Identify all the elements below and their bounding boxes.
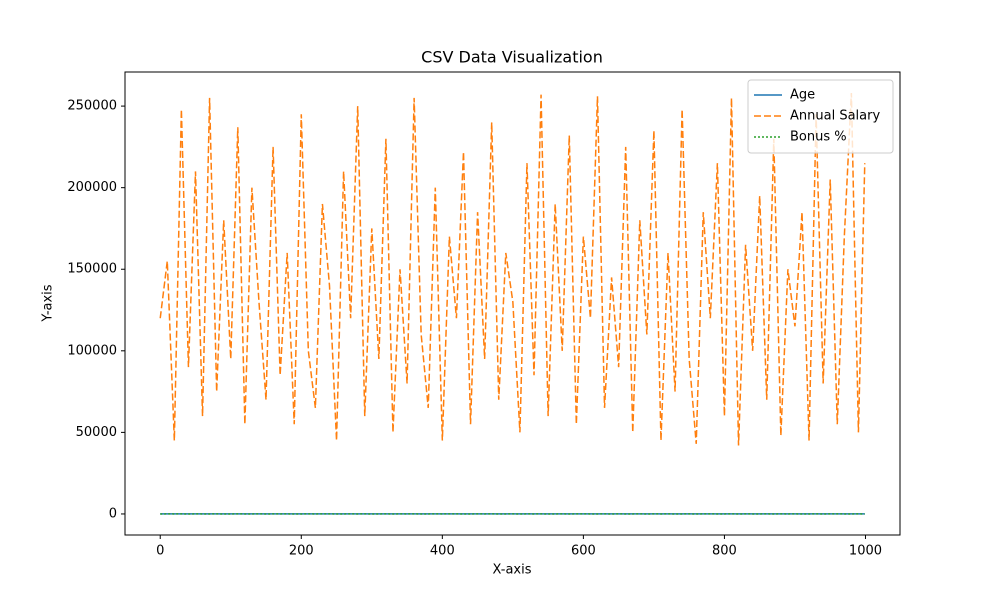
- x-tick-label: 400: [430, 544, 455, 559]
- y-tick-label: 100000: [67, 343, 117, 358]
- legend-label: Bonus %: [790, 130, 847, 145]
- y-tick-label: 200000: [67, 180, 117, 195]
- x-tick-label: 0: [156, 544, 164, 559]
- x-tick-label: 800: [712, 544, 737, 559]
- x-tick-label: 600: [571, 544, 596, 559]
- y-axis-label: Y-axis: [41, 284, 56, 322]
- y-tick-label: 0: [109, 506, 117, 521]
- y-tick-label: 250000: [67, 99, 117, 114]
- x-tick-label: 200: [289, 544, 314, 559]
- y-tick-label: 50000: [76, 425, 117, 440]
- x-axis-label: X-axis: [493, 563, 532, 578]
- y-tick-label: 150000: [67, 262, 117, 277]
- legend-label: Annual Salary: [790, 109, 880, 124]
- legend-label: Age: [790, 88, 815, 103]
- x-tick-label: 1000: [849, 544, 882, 559]
- chart-title: CSV Data Visualization: [421, 48, 603, 67]
